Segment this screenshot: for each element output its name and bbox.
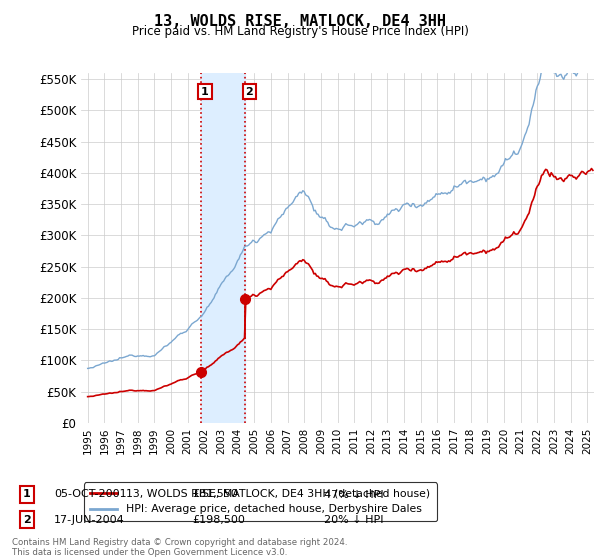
Text: £198,500: £198,500 [192,515,245,525]
Text: 2: 2 [245,87,253,96]
Text: Contains HM Land Registry data © Crown copyright and database right 2024.
This d: Contains HM Land Registry data © Crown c… [12,538,347,557]
Text: 1: 1 [23,489,31,500]
Bar [201,73,245,423]
Text: £81,550: £81,550 [192,489,238,500]
Text: 13, WOLDS RISE, MATLOCK, DE4 3HH: 13, WOLDS RISE, MATLOCK, DE4 3HH [154,14,446,29]
Text: 47% ↓ HPI: 47% ↓ HPI [324,489,383,500]
Text: 17-JUN-2004: 17-JUN-2004 [54,515,125,525]
Legend: 13, WOLDS RISE, MATLOCK, DE4 3HH (detached house), HPI: Average price, detached : 13, WOLDS RISE, MATLOCK, DE4 3HH (detach… [84,483,437,521]
Text: 2: 2 [23,515,31,525]
Text: Price paid vs. HM Land Registry's House Price Index (HPI): Price paid vs. HM Land Registry's House … [131,25,469,38]
Text: 20% ↓ HPI: 20% ↓ HPI [324,515,383,525]
Text: 05-OCT-2001: 05-OCT-2001 [54,489,127,500]
Text: 1: 1 [201,87,209,96]
